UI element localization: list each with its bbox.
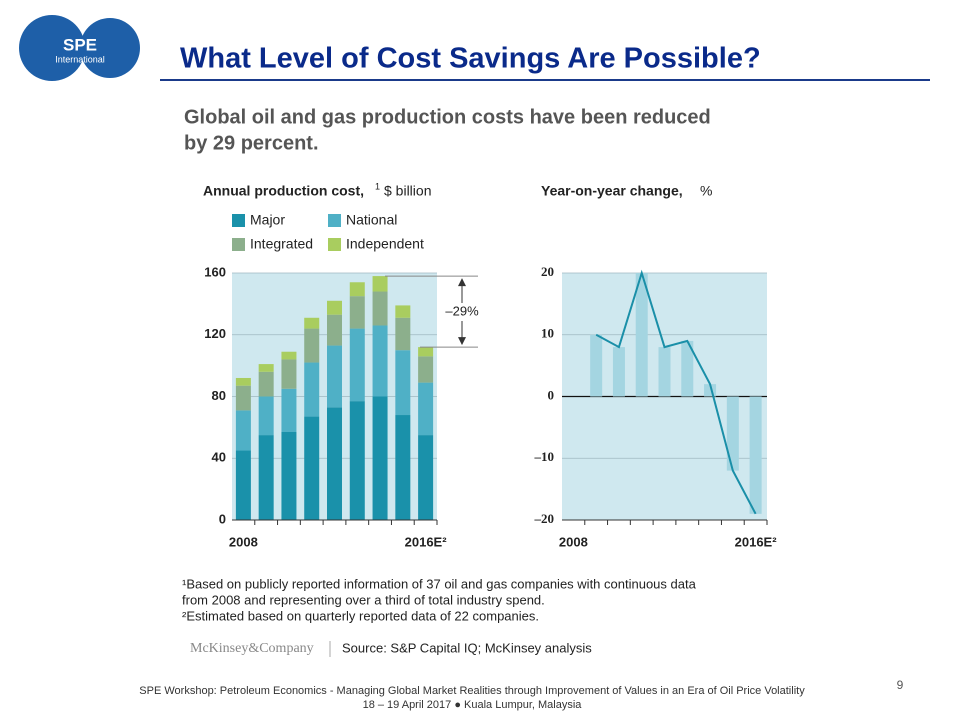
bar-segment	[258, 364, 274, 372]
annotation: –29%	[445, 303, 479, 318]
legend-swatch	[232, 238, 245, 251]
footnote: ²Estimated based on quarterly reported d…	[182, 608, 539, 623]
arrow-head	[458, 278, 466, 287]
bar-segment	[327, 300, 342, 315]
y-tick-label: 80	[212, 388, 226, 403]
x-tick-label: 2016E²	[735, 534, 778, 549]
bar	[726, 396, 739, 471]
bar-segment	[418, 347, 434, 357]
legend-swatch	[328, 214, 341, 227]
legend-swatch	[232, 214, 245, 227]
page-number: 9	[897, 678, 904, 692]
subtitle: by 29 percent.	[184, 132, 319, 154]
bar-segment	[395, 350, 411, 416]
logo-text: SPE	[63, 35, 97, 54]
bar-segment	[304, 416, 320, 520]
footer: 18 – 19 April 2017 ● Kuala Lumpur, Malay…	[363, 699, 583, 711]
bar-segment	[281, 388, 297, 433]
bar-segment	[349, 401, 365, 520]
unit: $ billion	[384, 183, 431, 199]
x-tick-label: 2008	[559, 534, 588, 549]
bar-segment	[372, 325, 388, 397]
bar-segment	[304, 317, 320, 329]
brand: McKinsey&Company	[190, 641, 314, 656]
x-tick-label: 2008	[229, 534, 258, 549]
legend-label: Integrated	[250, 236, 313, 252]
bar-segment	[372, 276, 388, 292]
bar-segment	[372, 291, 388, 326]
line	[595, 269, 757, 515]
bar	[612, 347, 625, 397]
source: Source: S&P Capital IQ; McKinsey analysi…	[342, 640, 592, 655]
annot-bg	[440, 303, 484, 321]
y-tick-label: 10	[541, 326, 554, 341]
bar	[635, 273, 648, 397]
bar-segment	[258, 396, 274, 436]
bar-segment	[418, 382, 434, 436]
y-tick-label: 0	[219, 511, 226, 526]
bar	[749, 396, 762, 514]
legend-label: National	[346, 212, 397, 228]
bar-segment	[372, 396, 388, 520]
bar-segment	[327, 345, 342, 408]
slide-title: What Level of Cost Savings Are Possible?	[180, 43, 761, 75]
bar-segment	[395, 317, 411, 351]
chart-title: Annual production cost,	[203, 183, 364, 199]
y-tick-label: 20	[541, 264, 554, 279]
bar	[590, 334, 603, 397]
x-tick-label: 2016E²	[405, 534, 448, 549]
logo-sub: International	[55, 54, 105, 64]
legend-label: Independent	[346, 236, 424, 252]
y-tick-label: 160	[204, 264, 226, 279]
legend-swatch	[328, 238, 341, 251]
footer: SPE Workshop: Petroleum Economics - Mana…	[139, 685, 805, 697]
bar-segment	[304, 328, 320, 363]
bar-segment	[258, 435, 274, 520]
unit: %	[700, 183, 712, 199]
bar-segment	[304, 362, 320, 417]
bar-segment	[327, 314, 342, 346]
logo-globe	[19, 15, 85, 81]
bar-segment	[235, 385, 251, 411]
subtitle: Global oil and gas production costs have…	[184, 106, 711, 128]
bar-segment	[327, 407, 342, 520]
bar-segment	[418, 435, 434, 520]
title-note: 1	[375, 181, 380, 191]
logo-globe	[80, 18, 140, 78]
y-tick-label: 40	[212, 450, 226, 465]
footnote: from 2008 and representing over a third …	[182, 592, 545, 607]
bar-segment	[281, 351, 297, 360]
bar-segment	[349, 328, 365, 402]
bar-segment	[258, 371, 274, 397]
bar-segment	[281, 359, 297, 389]
footnote: ¹Based on publicly reported information …	[182, 576, 697, 591]
bar-segment	[349, 282, 365, 297]
bar-segment	[395, 415, 411, 520]
y-tick-label: –20	[534, 511, 555, 526]
arrow-head	[458, 337, 466, 346]
bar-segment	[418, 356, 434, 383]
bar-segment	[235, 377, 251, 386]
bar-segment	[235, 410, 251, 451]
bar-segment	[235, 450, 251, 520]
bar-segment	[281, 432, 297, 520]
y-tick-label: –10	[534, 449, 555, 464]
bar	[681, 340, 694, 397]
bar-segment	[349, 296, 365, 329]
bar	[658, 347, 671, 397]
y-tick-label: 0	[548, 387, 555, 402]
bar-segment	[395, 305, 411, 318]
y-tick-label: 120	[204, 326, 226, 341]
legend-label: Major	[250, 212, 285, 228]
chart-title: Year-on-year change,	[541, 183, 683, 199]
